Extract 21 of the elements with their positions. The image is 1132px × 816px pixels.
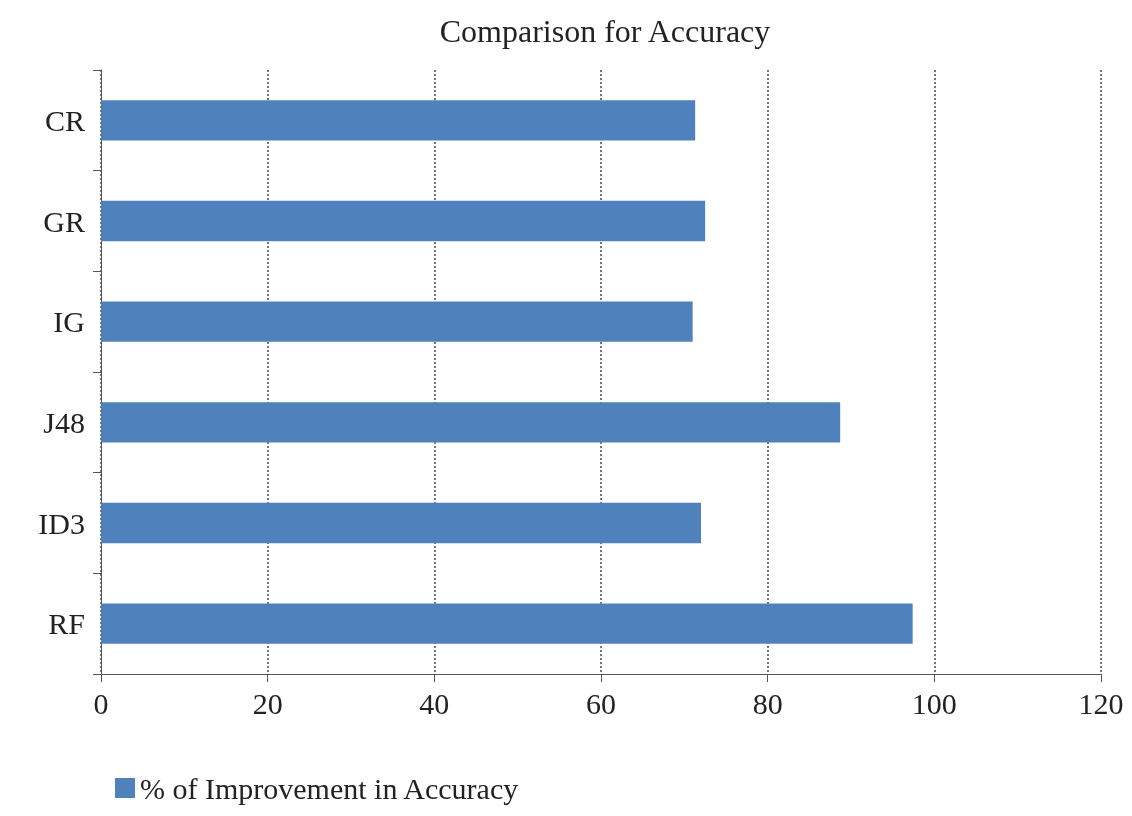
y-tick-label: GR (43, 204, 85, 238)
bar (101, 100, 696, 141)
y-tick-label: CR (44, 103, 85, 137)
bar (101, 200, 706, 242)
x-tick-label: 100 (911, 686, 957, 720)
bar (101, 301, 693, 342)
x-tick-label: 80 (752, 686, 783, 720)
y-tick-label: J48 (43, 405, 85, 439)
x-tick-label: 120 (1078, 686, 1124, 720)
bar (101, 603, 913, 644)
x-tick-label: 40 (419, 686, 450, 720)
x-tick-label: 0 (93, 686, 109, 720)
legend-label: % of Improvement in Accuracy (140, 771, 519, 805)
bar (101, 502, 701, 544)
chart-title: Comparison for Accuracy (439, 13, 771, 49)
y-tick-label: RF (48, 607, 85, 641)
y-tick-label: IG (53, 305, 85, 339)
y-tick-label: ID3 (38, 506, 85, 540)
bar (101, 402, 841, 443)
x-tick-label: 20 (252, 686, 283, 720)
x-tick-label: 60 (586, 686, 616, 720)
